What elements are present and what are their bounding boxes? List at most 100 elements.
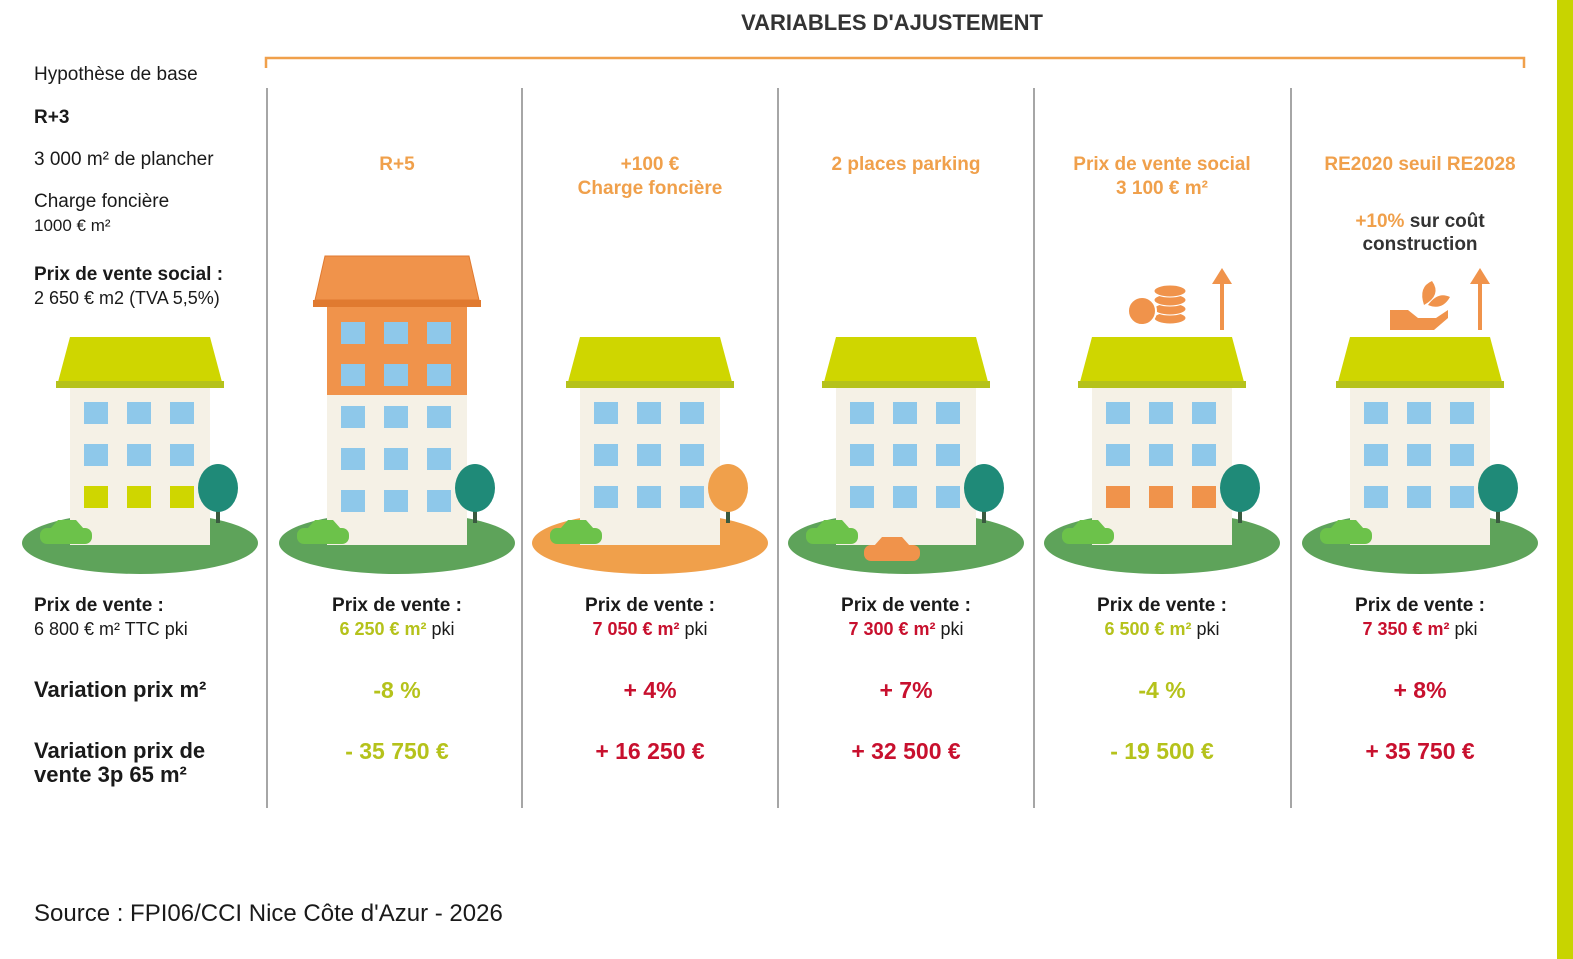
window [427, 406, 451, 428]
window [1192, 444, 1216, 466]
price-value: 6 500 € m² [1104, 619, 1192, 639]
window [341, 364, 365, 386]
leaf [1422, 281, 1450, 307]
price-label: Prix de vente : [585, 595, 715, 616]
window [936, 486, 960, 508]
car-top [307, 520, 341, 529]
window [1450, 486, 1474, 508]
price-value: 7 300 € m² [848, 619, 936, 639]
window [1192, 402, 1216, 424]
tree [708, 464, 748, 512]
eave [313, 300, 481, 307]
base-surface: 3 000 m² de plancher [34, 149, 214, 170]
window [1106, 402, 1130, 424]
variation-sale: - 35 750 € [345, 738, 449, 764]
window [637, 486, 661, 508]
coin [1127, 296, 1157, 326]
car [550, 528, 602, 544]
window [594, 486, 618, 508]
window [384, 448, 408, 470]
window [341, 406, 365, 428]
car-top [1330, 520, 1364, 529]
eave [822, 381, 990, 388]
window [384, 490, 408, 512]
window [680, 444, 704, 466]
window [127, 402, 151, 424]
window [1407, 402, 1431, 424]
window [850, 402, 874, 424]
window [1192, 486, 1216, 508]
tree [1478, 464, 1518, 512]
price-label: Prix de vente : [841, 595, 971, 616]
note-highlight: +10% [1355, 211, 1405, 232]
car [297, 528, 349, 544]
hand [1390, 310, 1448, 330]
window [680, 486, 704, 508]
price-value: 7 350 € m² [1362, 619, 1450, 639]
scenario-title: Charge foncière [577, 178, 723, 199]
tree [455, 464, 495, 512]
car [806, 528, 858, 544]
arrow-head [1212, 268, 1232, 284]
tree [1220, 464, 1260, 512]
window [594, 402, 618, 424]
window [1407, 444, 1431, 466]
price: 6 250 € m² pki [339, 619, 454, 641]
window [1407, 486, 1431, 508]
window [850, 486, 874, 508]
variation-sale: - 19 500 € [1110, 738, 1214, 764]
coin [1153, 284, 1187, 298]
window [127, 444, 151, 466]
scenario-title: Prix de vente social [1073, 154, 1251, 175]
window [1364, 444, 1388, 466]
window [893, 402, 917, 424]
window [341, 490, 365, 512]
variation-m2: + 4% [623, 677, 677, 703]
window [594, 444, 618, 466]
window [637, 444, 661, 466]
price-label: Prix de vente : [1097, 595, 1227, 616]
window [170, 486, 194, 508]
scenario-note: +10% sur coût construction [1340, 211, 1500, 257]
window [893, 486, 917, 508]
window [170, 402, 194, 424]
roof [1080, 337, 1244, 382]
variation-sale: + 32 500 € [851, 738, 961, 764]
price: 7 300 € m² pki [848, 619, 963, 641]
window [170, 444, 194, 466]
window [127, 486, 151, 508]
car-top [1072, 520, 1106, 529]
eave [56, 381, 224, 388]
window [84, 402, 108, 424]
window [1149, 486, 1173, 508]
base-price-label: Prix de vente : [34, 595, 164, 616]
car-top [560, 520, 594, 529]
roof [568, 337, 732, 382]
arrow-head [1470, 268, 1490, 284]
window [936, 402, 960, 424]
row-label: Variation prix de vente 3p 65 m² [34, 738, 206, 788]
window [427, 322, 451, 344]
note-text: sur coût construction [1362, 211, 1485, 255]
window [850, 444, 874, 466]
title: VARIABLES D'AJUSTEMENT [741, 10, 1043, 35]
window [1364, 486, 1388, 508]
base-label: Hypothèse de base [34, 64, 198, 85]
eave [566, 381, 734, 388]
price: 6 500 € m² pki [1104, 619, 1219, 641]
window [1106, 444, 1130, 466]
window [84, 444, 108, 466]
source: Source : FPI06/CCI Nice Côte d'Azur - 20… [34, 900, 503, 927]
price: 7 350 € m² pki [1362, 619, 1477, 641]
window [341, 322, 365, 344]
window [384, 364, 408, 386]
scenario-title: 2 places parking [831, 154, 981, 175]
window [1149, 444, 1173, 466]
window [1450, 444, 1474, 466]
price-value: 7 050 € m² [592, 619, 680, 639]
window [84, 486, 108, 508]
window [637, 402, 661, 424]
dividers [266, 88, 1292, 808]
